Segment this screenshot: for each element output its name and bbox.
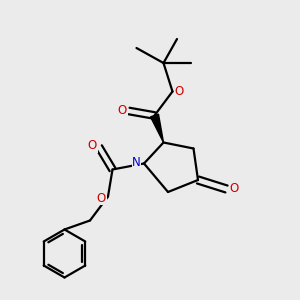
Text: O: O <box>175 85 184 98</box>
Text: O: O <box>230 182 238 196</box>
Text: O: O <box>88 139 97 152</box>
Text: O: O <box>97 191 106 205</box>
Text: N: N <box>132 155 141 169</box>
Polygon shape <box>151 114 164 142</box>
Text: O: O <box>118 104 127 118</box>
